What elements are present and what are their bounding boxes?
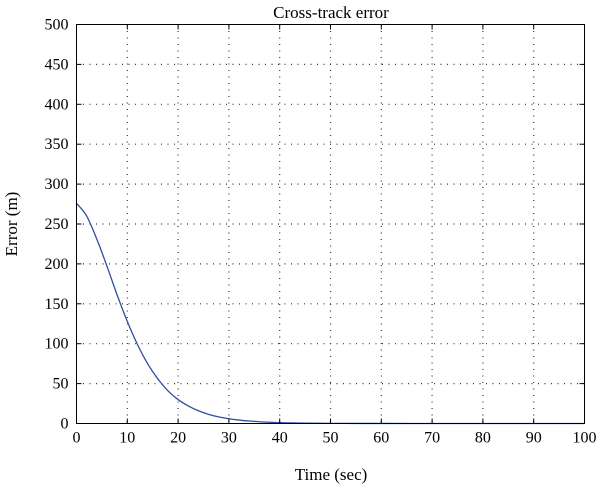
y-tick-label: 200 xyxy=(45,256,69,273)
y-tick-label: 250 xyxy=(45,216,69,233)
x-tick-label: 100 xyxy=(573,430,597,447)
y-tick-label: 400 xyxy=(45,96,69,113)
x-tick-label: 90 xyxy=(526,430,542,447)
x-axis-label: Time (sec) xyxy=(295,465,368,484)
x-tick-labels: 0 10 20 30 40 50 60 70 80 90 100 xyxy=(73,430,597,447)
x-tick-label: 60 xyxy=(373,430,389,447)
chart-title: Cross-track error xyxy=(273,3,389,22)
x-tick-label: 0 xyxy=(73,430,81,447)
y-tick-label: 450 xyxy=(45,56,69,73)
y-tick-label: 300 xyxy=(45,176,69,193)
x-tick-label: 20 xyxy=(170,430,186,447)
x-tick-label: 70 xyxy=(424,430,440,447)
y-tick-label: 50 xyxy=(53,376,69,393)
y-tick-labels: 0 50 100 150 200 250 300 350 400 450 500 xyxy=(45,17,69,433)
y-tick-label: 0 xyxy=(61,416,69,433)
series-layer xyxy=(75,202,585,425)
x-tick-label: 30 xyxy=(221,430,237,447)
ticks xyxy=(76,24,585,424)
x-tick-label: 10 xyxy=(119,430,135,447)
x-tick-label: 40 xyxy=(272,430,288,447)
grid xyxy=(76,24,585,424)
x-tick-label: 80 xyxy=(475,430,491,447)
x-tick-label: 50 xyxy=(323,430,339,447)
y-tick-label: 350 xyxy=(45,136,69,153)
y-tick-label: 150 xyxy=(45,296,69,313)
cross-track-error-line xyxy=(75,202,585,425)
y-tick-label: 100 xyxy=(45,336,69,353)
y-axis-label: Error (m) xyxy=(2,192,21,257)
y-tick-label: 500 xyxy=(45,17,69,34)
